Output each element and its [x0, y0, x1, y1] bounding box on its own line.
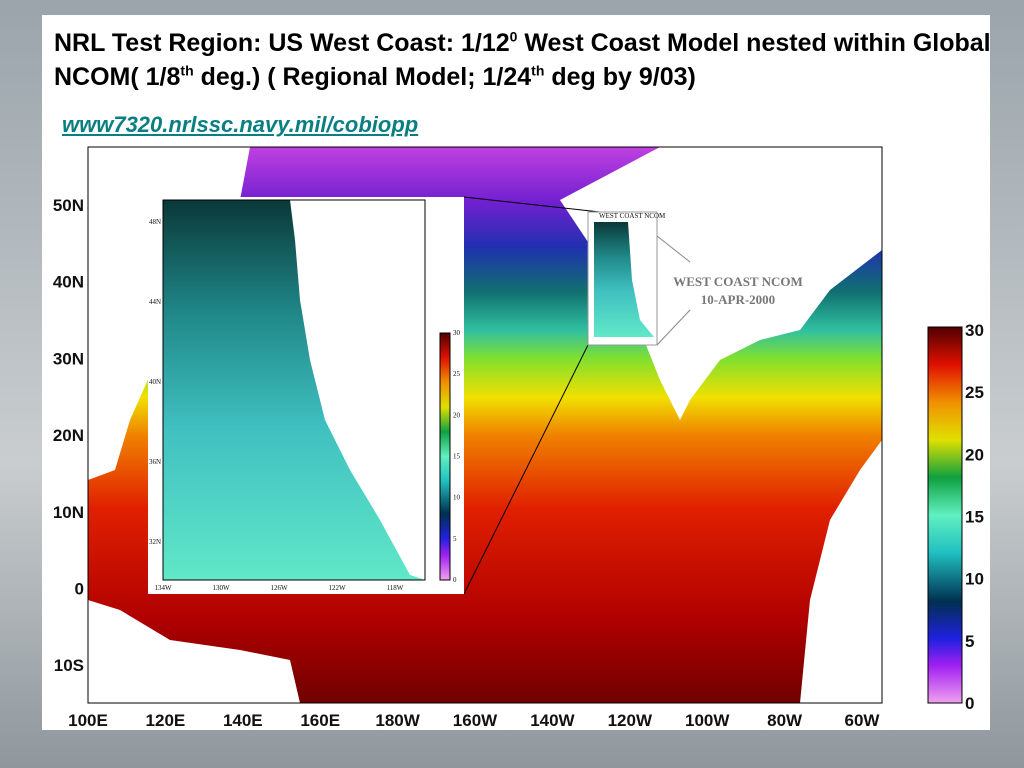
inset-lat-label: 40N [149, 378, 161, 386]
title-text: West Coast Model nested within Global NC… [54, 29, 991, 91]
connector [656, 235, 691, 263]
lon-label: 120E [146, 711, 186, 730]
title-sup: th [531, 62, 545, 79]
inset-lon-label: 134W [154, 584, 172, 592]
inset-colorbar [439, 332, 451, 581]
url-link[interactable]: www7320.nrlssc.navy.mil/cobiopp [62, 112, 419, 137]
colorbar [927, 326, 963, 704]
inset-lon-label: 126W [270, 584, 288, 592]
lon-label: 120W [608, 711, 653, 730]
title-text: NRL Test Region: US West Coast: 1/12 [54, 29, 510, 57]
lon-label: 140W [530, 711, 575, 730]
inset-colorbar-label: 25 [453, 370, 461, 378]
annotation: WEST COAST NCOM [673, 274, 803, 289]
title-text: deg by 9/03) [544, 63, 696, 91]
lon-label: 160W [453, 711, 498, 730]
lon-label: 100W [685, 711, 730, 730]
inset-land [290, 200, 425, 580]
lat-label: 20N [53, 426, 84, 445]
colorbar-label: 5 [965, 632, 974, 651]
title-sup: th [180, 62, 194, 79]
inset-lat-label: 48N [149, 218, 161, 226]
lat-label: 30N [53, 349, 84, 368]
inset-lat-label: 44N [149, 298, 161, 306]
lon-label: 100E [68, 711, 108, 730]
inset-colorbar-label: 20 [453, 411, 461, 419]
inset-colorbar-label: 15 [453, 453, 461, 461]
inset-colorbar-label: 10 [453, 494, 461, 502]
lon-label: 160E [300, 711, 340, 730]
south-america [800, 440, 882, 703]
lon-label: 80W [767, 711, 803, 730]
map-frame [87, 146, 883, 704]
inset-colorbar-label: 0 [453, 576, 457, 584]
australia [88, 600, 300, 703]
inset-lon-label: 122W [328, 584, 346, 592]
colorbar-label: 20 [965, 445, 984, 464]
colorbar-label: 30 [965, 321, 984, 340]
colorbar-label: 0 [965, 694, 974, 713]
lon-label: 180W [375, 711, 420, 730]
inset-lon-label: 118W [387, 584, 404, 592]
inset-colorbar-label: 5 [453, 535, 457, 543]
lon-label: 60W [845, 711, 881, 730]
title-sup: 0 [509, 28, 518, 45]
lat-label: 50N [53, 196, 84, 215]
inset-lon-label: 130W [212, 584, 230, 592]
inset-frame [162, 199, 426, 581]
connector [656, 309, 691, 346]
colorbar-label: 15 [965, 508, 984, 527]
inset-lat-label: 36N [149, 458, 161, 466]
lon-label: 140E [223, 711, 263, 730]
title: NRL Test Region: US West Coast: 1/120 We… [54, 26, 994, 94]
title-text: deg.) ( Regional Model; 1/24 [193, 63, 532, 91]
inset-lat-label: 32N [149, 538, 161, 546]
colorbar-label: 10 [965, 570, 984, 589]
lat-label: 10S [54, 656, 84, 675]
colorbar-label: 25 [965, 383, 984, 402]
annotation: 10-APR-2000 [701, 292, 775, 307]
lat-label: 0 [75, 580, 84, 599]
lat-label: 40N [53, 273, 84, 292]
small-inset-title: WEST COAST NCOM [599, 212, 666, 220]
connector [463, 344, 589, 595]
small-inset-land [628, 222, 654, 337]
lat-label: 10N [53, 503, 84, 522]
connector [463, 196, 601, 213]
inset-colorbar-label: 30 [453, 329, 461, 337]
